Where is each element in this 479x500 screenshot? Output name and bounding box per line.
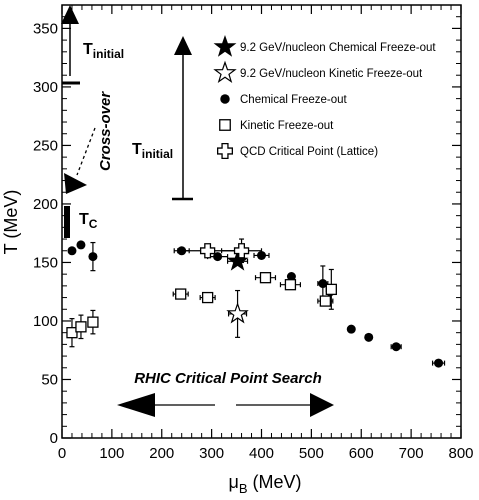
x-tick-label: 800: [448, 445, 473, 462]
tc-bar: [64, 206, 70, 238]
marker-open-square: [66, 327, 78, 339]
marker-open-square: [175, 288, 187, 300]
y-tick-label: 0: [50, 430, 58, 447]
axis-ticks: [61, 5, 462, 439]
legend-entry-label: 9.2 GeV/nucleon Chemical Freeze-out: [240, 42, 436, 54]
t-initial-left-arrowhead: [61, 5, 79, 24]
marker-filled-circle: [177, 246, 187, 256]
marker-open-square: [259, 272, 272, 284]
marker-open-square: [284, 279, 297, 291]
marker-open-cross: [217, 143, 233, 159]
x-tick-label: 400: [249, 445, 274, 462]
legend-entry-label: Kinetic Freeze-out: [240, 120, 334, 132]
marker-filled-circle: [213, 252, 223, 262]
t-initial-right-arrowhead: [174, 36, 192, 55]
marker-open-square: [75, 321, 87, 333]
marker-open-cross: [199, 243, 216, 259]
marker-open-star: [213, 60, 237, 83]
marker-open-star: [226, 302, 249, 324]
marker-open-square: [319, 295, 331, 307]
legend-entry-label: QCD Critical Point (Lattice): [240, 146, 378, 158]
x-axis-label-mu: μ: [228, 472, 238, 492]
t-initial-left-label: Tinitial: [83, 41, 124, 61]
error-bars: [69, 238, 446, 366]
data-markers: [66, 240, 444, 368]
axis-tick-labels: 0 100 200 300 400 500 600 700 800 0 50 100 150 200 250…: [33, 20, 474, 462]
legend-entry-label: Chemical Freeze-out: [240, 94, 348, 106]
t-initial-right-label: Tinitial: [132, 141, 173, 161]
y-tick-label: 300: [33, 79, 58, 96]
x-tick-label: 700: [399, 445, 424, 462]
marker-open-cross: [233, 243, 250, 259]
marker-filled-circle: [88, 252, 98, 262]
crossover-arrowhead: [64, 173, 87, 194]
y-tick-label: 150: [33, 254, 58, 271]
rhic-left-arrowhead: [117, 393, 155, 417]
rhic-right-arrowhead: [310, 393, 334, 417]
x-tick-label: 600: [349, 445, 374, 462]
marker-filled-circle: [76, 240, 86, 250]
marker-filled-circle: [434, 358, 444, 368]
marker-open-square: [325, 283, 337, 296]
tc-label: TC: [79, 211, 98, 231]
y-tick-label: 200: [33, 196, 58, 213]
marker-filled-circle: [67, 246, 77, 256]
marker-filled-circle: [346, 324, 356, 334]
x-tick-label: 0: [58, 445, 66, 462]
y-tick-label: 350: [33, 20, 58, 37]
crossover-dashed-line: [76, 127, 96, 176]
y-tick-label: 50: [41, 371, 58, 388]
x-tick-label: 500: [299, 445, 324, 462]
marker-filled-star: [213, 34, 237, 57]
y-axis-label: T (MeV): [1, 190, 21, 255]
annotations: Tinitial Tinitial Cross-over TC RHIC Cri…: [61, 5, 334, 417]
x-axis-label-sub: B: [239, 481, 248, 496]
marker-filled-circle: [364, 332, 374, 342]
rhic-label: RHIC Critical Point Search: [134, 370, 322, 387]
marker-open-square: [201, 291, 214, 304]
x-tick-label: 200: [149, 445, 174, 462]
x-tick-label: 300: [199, 445, 224, 462]
legend-entry-label: 9.2 GeV/nucleon Kinetic Freeze-out: [240, 68, 423, 80]
marker-filled-circle: [257, 250, 266, 260]
legend: 9.2 GeV/nucleon Chemical Freeze-out 9.2 G…: [213, 34, 436, 159]
y-tick-label: 100: [33, 313, 58, 330]
crossover-label: Cross-over: [97, 91, 114, 171]
x-axis-label-unit: (MeV): [248, 472, 302, 492]
marker-open-square: [219, 119, 231, 131]
marker-filled-circle: [220, 94, 230, 104]
x-axis-label: μB (MeV): [228, 472, 301, 496]
marker-filled-circle: [391, 342, 401, 352]
marker-open-square: [87, 316, 99, 328]
marker-filled-circle: [286, 272, 296, 282]
y-tick-label: 250: [33, 137, 58, 154]
marker-filled-circle: [318, 279, 328, 289]
x-tick-label: 100: [99, 445, 124, 462]
